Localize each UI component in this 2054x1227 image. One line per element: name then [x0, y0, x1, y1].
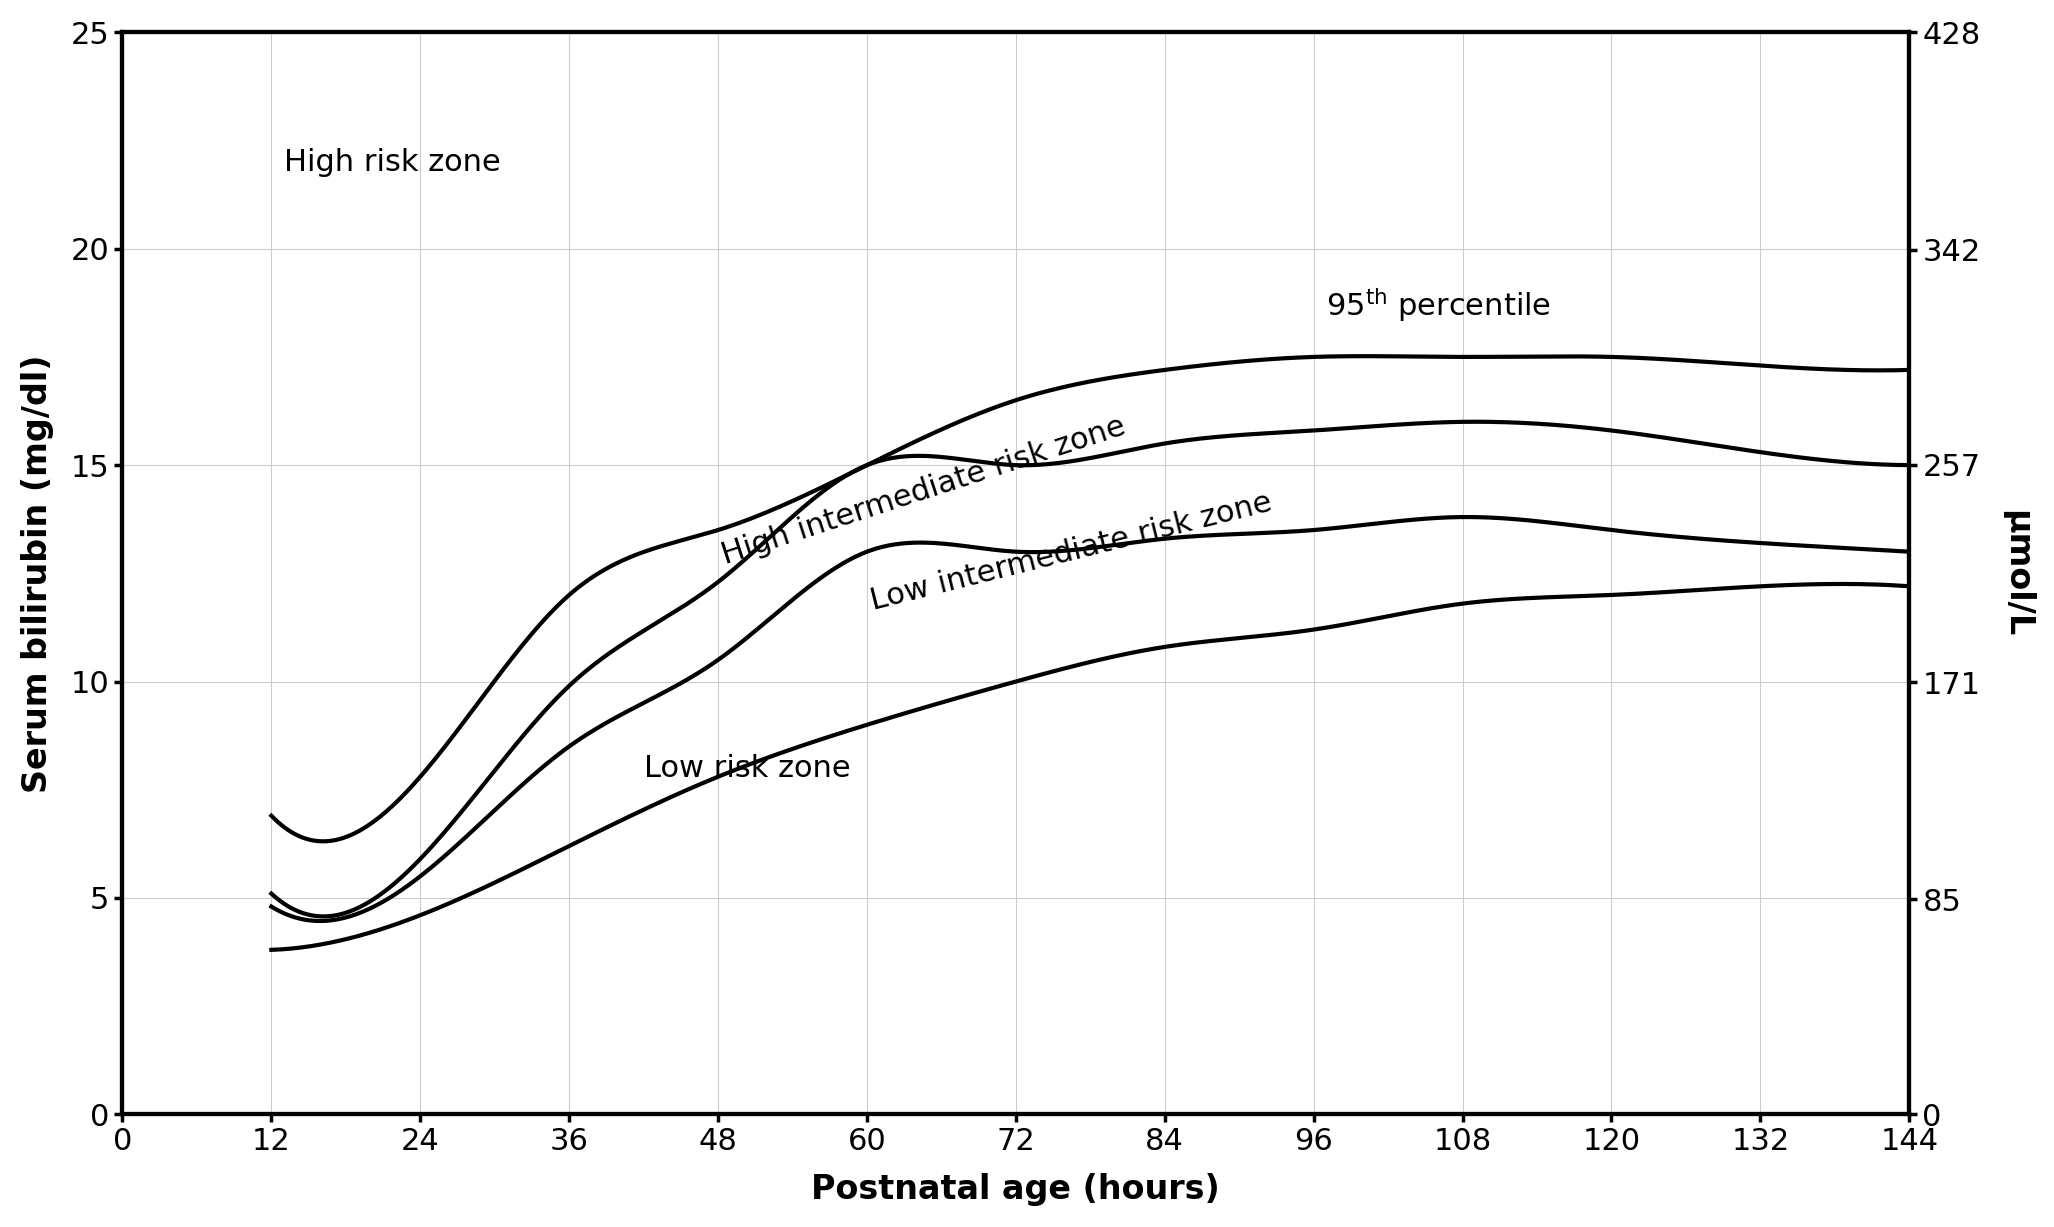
Text: Low intermediate risk zone: Low intermediate risk zone: [867, 487, 1273, 616]
Text: 95$^{\mathregular{th}}$ percentile: 95$^{\mathregular{th}}$ percentile: [1327, 286, 1551, 324]
X-axis label: Postnatal age (hours): Postnatal age (hours): [811, 1173, 1220, 1206]
Y-axis label: μmol/L: μmol/L: [2001, 509, 2033, 637]
Text: Low risk zone: Low risk zone: [643, 753, 850, 783]
Text: High risk zone: High risk zone: [283, 147, 501, 177]
Y-axis label: Serum bilirubin (mg/dl): Serum bilirubin (mg/dl): [21, 355, 53, 793]
Text: High intermediate risk zone: High intermediate risk zone: [719, 412, 1130, 571]
